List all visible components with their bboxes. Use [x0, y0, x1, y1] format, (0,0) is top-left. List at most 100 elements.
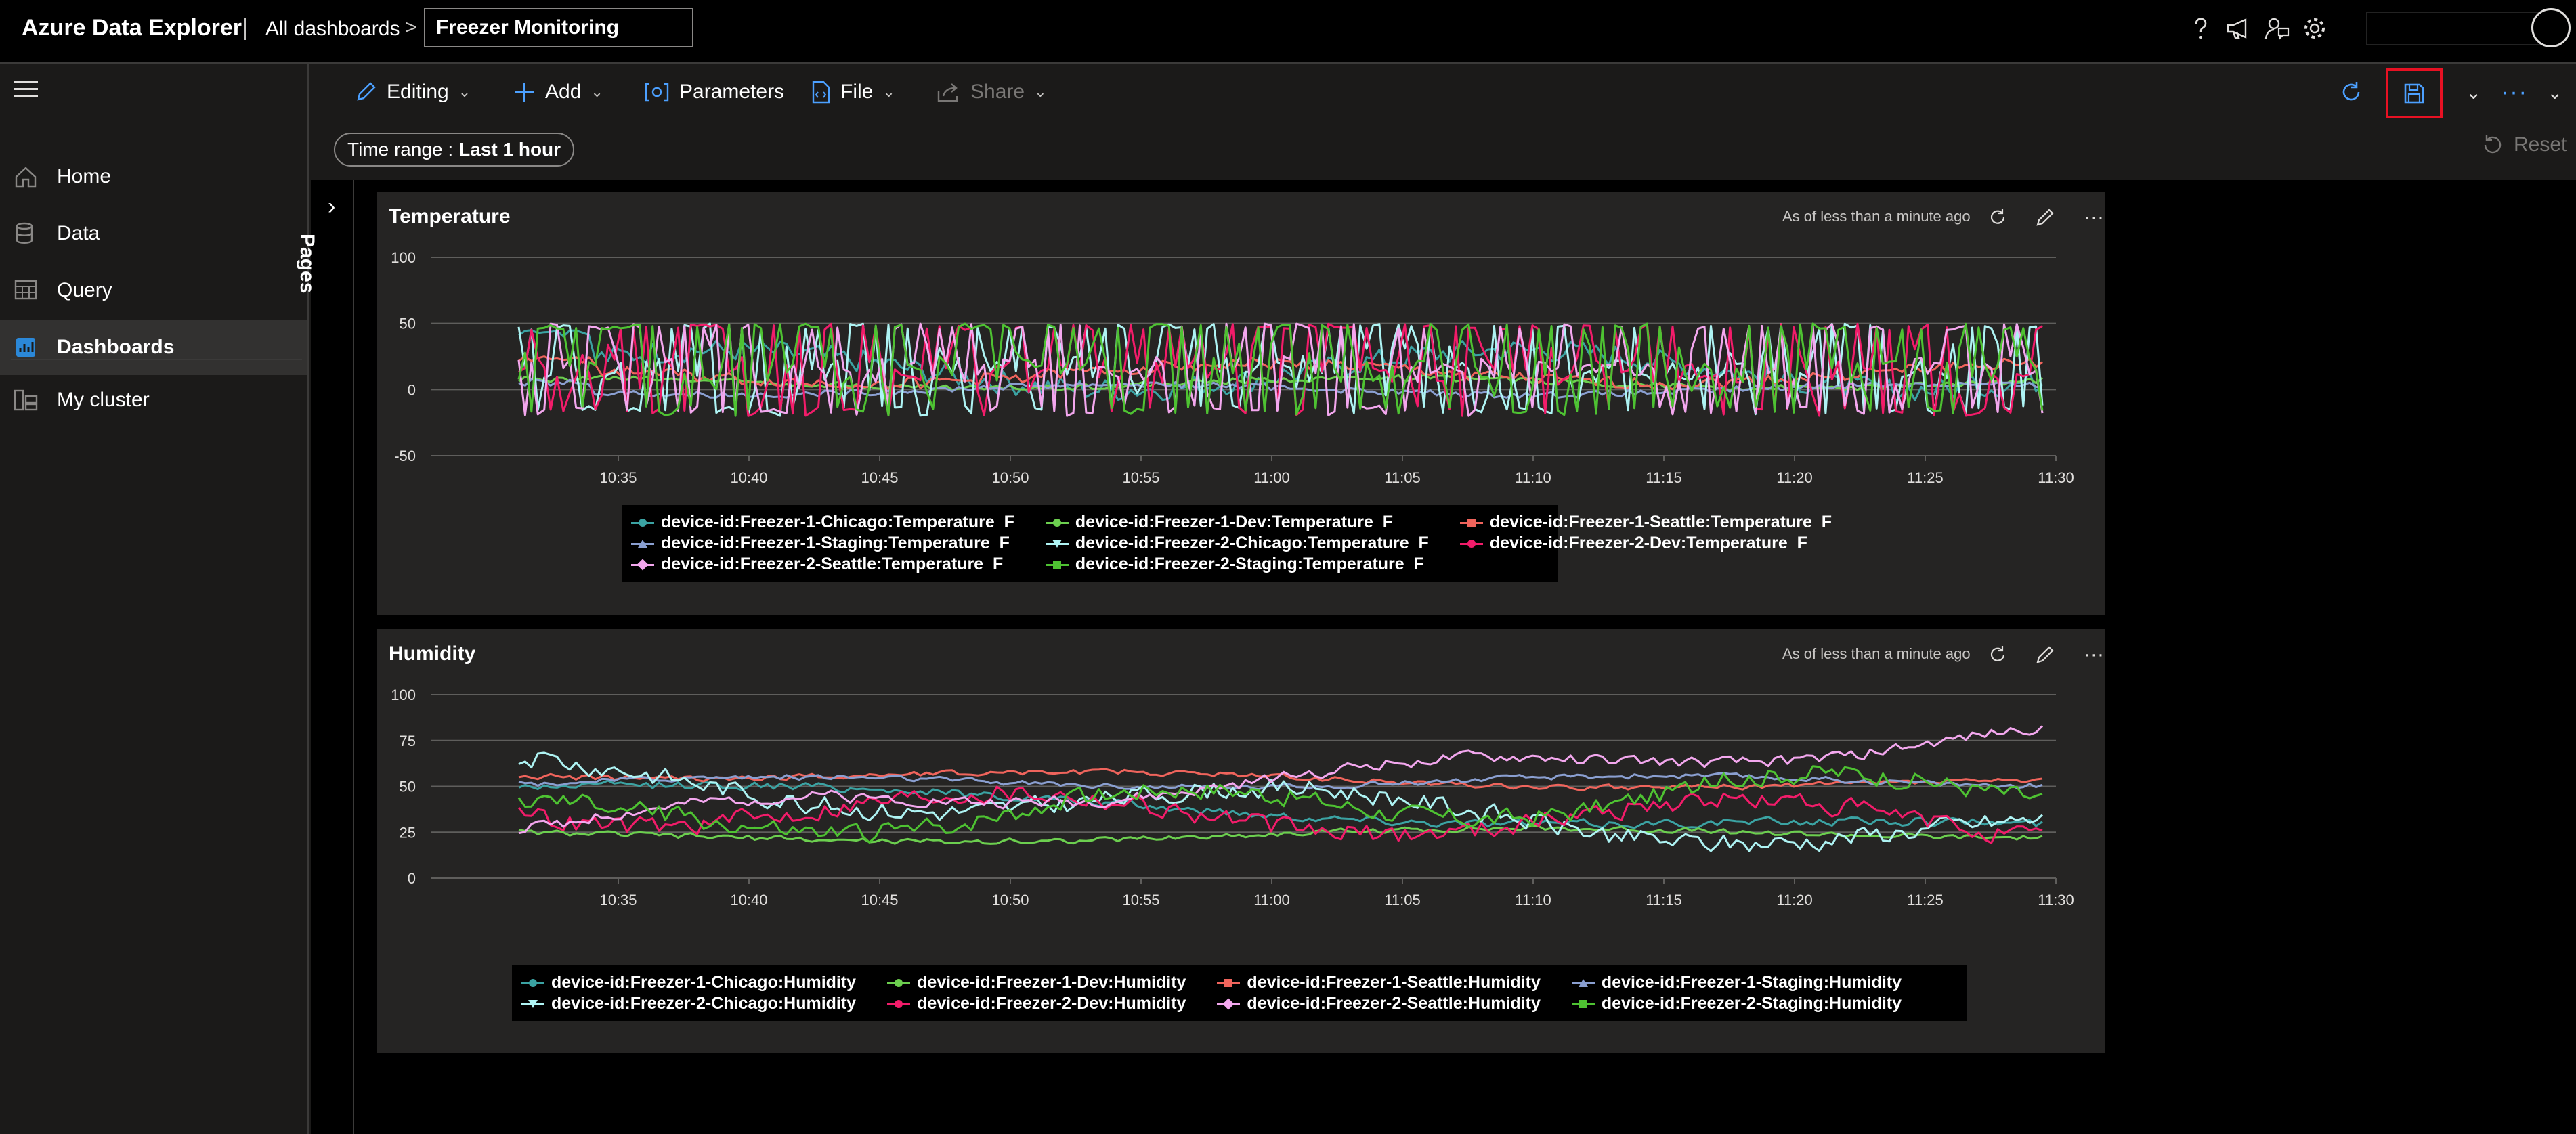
sidebar-item-home[interactable]: Home — [0, 149, 307, 204]
series-line — [517, 322, 2044, 417]
chevron-right-icon[interactable]: › — [328, 194, 336, 219]
x-tick-label: 10:50 — [991, 469, 1029, 486]
legend-item[interactable]: device-id:Freezer-2-Chicago:Temperature_… — [1045, 533, 1429, 554]
share-button[interactable]: Share ⌄ — [937, 76, 1047, 108]
legend-item[interactable]: device-id:Freezer-1-Staging:Temperature_… — [631, 533, 1014, 554]
series-line — [517, 785, 2043, 844]
chart-legend: device-id:Freezer-1-Chicago:Humidity devi… — [512, 965, 1967, 1021]
legend-marker-icon — [521, 997, 544, 1011]
help-icon[interactable] — [2182, 11, 2220, 46]
legend-item[interactable]: device-id:Freezer-1-Dev:Temperature_F — [1045, 512, 1429, 533]
brand-separator: | — [242, 15, 249, 41]
settings-icon[interactable] — [2296, 11, 2334, 46]
legend-marker-icon — [631, 537, 654, 550]
legend-item[interactable]: device-id:Freezer-1-Staging:Humidity — [1571, 972, 1902, 993]
sidebar-item-label: Data — [57, 222, 100, 244]
legend-label: device-id:Freezer-1-Seattle:Temperature_… — [1489, 513, 1832, 531]
legend-label: device-id:Freezer-1-Dev:Humidity — [917, 973, 1186, 992]
plus-icon — [513, 81, 536, 104]
series-line — [517, 765, 2043, 844]
legend-item[interactable]: device-id:Freezer-2-Dev:Temperature_F — [1459, 533, 1832, 554]
feedback-icon[interactable] — [2258, 11, 2296, 46]
reset-button[interactable]: Reset — [2480, 133, 2567, 157]
legend-label: device-id:Freezer-2-Seattle:Humidity — [1247, 994, 1541, 1013]
sidebar-item-dashboards[interactable]: Dashboards — [0, 320, 307, 375]
legend-label: device-id:Freezer-1-Staging:Humidity — [1601, 973, 1902, 992]
pages-pane-toggle[interactable] — [311, 180, 354, 1134]
file-icon — [811, 80, 831, 104]
y-tick-label: 0 — [408, 870, 416, 887]
y-tick-label: -50 — [394, 448, 416, 464]
avatar[interactable] — [2531, 8, 2571, 47]
legend-item[interactable]: device-id:Freezer-1-Seattle:Humidity — [1217, 972, 1541, 993]
humidity-tile: Humidity As of less than a minute ago ··… — [377, 629, 2105, 1053]
sidebar-item-query[interactable]: Query — [0, 263, 307, 318]
hamburger-menu-icon[interactable] — [14, 81, 38, 99]
legend-label: device-id:Freezer-2-Staging:Temperature_… — [1075, 554, 1424, 573]
legend-item[interactable]: device-id:Freezer-1-Dev:Humidity — [887, 972, 1186, 993]
legend-label: device-id:Freezer-1-Chicago:Humidity — [551, 973, 857, 992]
time-range-pill[interactable]: Time range : Last 1 hour — [334, 133, 575, 167]
time-range-label: Time range : — [347, 139, 454, 160]
refresh-icon[interactable] — [1984, 204, 2011, 231]
tile-more-icon[interactable]: ··· — [2084, 643, 2104, 666]
x-tick-label: 11:30 — [2038, 892, 2074, 909]
y-tick-label: 100 — [391, 249, 416, 266]
edit-tile-icon[interactable] — [2032, 204, 2059, 231]
reset-label: Reset — [2514, 133, 2567, 156]
refresh-button[interactable] — [2338, 76, 2374, 108]
legend-item[interactable]: device-id:Freezer-2-Seattle:Humidity — [1217, 993, 1541, 1014]
legend-item[interactable]: device-id:Freezer-2-Chicago:Humidity — [521, 993, 856, 1014]
legend-marker-icon — [1571, 997, 1595, 1011]
account-name-redacted[interactable] — [2366, 12, 2541, 45]
megaphone-icon[interactable] — [2220, 11, 2258, 46]
humidity-chart: 100 75 50 25 0 10:35 10:40 10:45 10:50 10:55 11:00… — [391, 686, 2074, 909]
legend-label: device-id:Freezer-2-Staging:Humidity — [1601, 994, 1902, 1013]
legend-item[interactable]: device-id:Freezer-1-Chicago:Temperature_… — [631, 512, 1014, 533]
pages-label[interactable]: Pages — [296, 234, 318, 294]
more-options-button[interactable]: ··· ⌄ — [2501, 76, 2562, 108]
legend-marker-icon — [1045, 558, 1069, 571]
sidebar-item-data[interactable]: Data — [0, 206, 307, 261]
series-line — [518, 322, 2043, 417]
x-tick-label: 10:35 — [599, 892, 637, 909]
save-options-chevron[interactable]: ⌄ — [2456, 76, 2481, 108]
legend-item[interactable]: device-id:Freezer-2-Dev:Humidity — [887, 993, 1186, 1014]
share-icon — [937, 81, 961, 103]
dashboards-icon — [16, 338, 35, 357]
legend-marker-icon — [1045, 537, 1069, 550]
sidebar-item-my-cluster[interactable]: My cluster — [0, 372, 307, 428]
legend-marker-icon — [1217, 997, 1241, 1011]
parameters-button[interactable]: Parameters — [644, 76, 784, 108]
breadcrumb-all-dashboards[interactable]: All dashboards — [265, 18, 400, 40]
temperature-chart: 100 50 0 -50 10:35 10:40 10:45 10:50 10:55 11:00 1… — [391, 249, 2074, 486]
tile-more-icon[interactable]: ··· — [2084, 206, 2104, 228]
chevron-down-icon: ⌄ — [2466, 81, 2482, 103]
x-tick-label: 11:05 — [1384, 469, 1420, 486]
legend-label: device-id:Freezer-2-Dev:Humidity — [917, 994, 1186, 1013]
dashboard-title-input[interactable] — [424, 8, 693, 47]
filter-bar: Time range : Last 1 hour — [311, 121, 2576, 180]
x-tick-label: 11:25 — [1907, 892, 1943, 909]
x-tick-label: 10:45 — [861, 892, 898, 909]
legend-marker-icon — [1045, 516, 1069, 529]
legend-item[interactable]: device-id:Freezer-2-Staging:Humidity — [1571, 993, 1902, 1014]
add-button[interactable]: Add ⌄ — [513, 76, 603, 108]
legend-marker-icon — [1459, 537, 1483, 550]
editing-mode-button[interactable]: Editing ⌄ — [354, 76, 471, 108]
chevron-down-icon: ⌄ — [591, 83, 603, 100]
legend-item[interactable]: device-id:Freezer-1-Seattle:Temperature_… — [1459, 512, 1832, 533]
legend-item[interactable]: device-id:Freezer-2-Seattle:Temperature_… — [631, 554, 1014, 575]
x-tick-label: 11:30 — [2038, 469, 2074, 486]
legend-item[interactable]: device-id:Freezer-1-Chicago:Humidity — [521, 972, 856, 993]
refresh-icon[interactable] — [1984, 641, 2011, 668]
series-line — [518, 725, 2044, 835]
save-button[interactable] — [2386, 68, 2443, 118]
file-button[interactable]: File ⌄ — [811, 76, 895, 108]
legend-item[interactable]: device-id:Freezer-2-Staging:Temperature_… — [1045, 554, 1429, 575]
edit-tile-icon[interactable] — [2032, 641, 2059, 668]
cluster-icon — [14, 389, 38, 411]
app-brand[interactable]: Azure Data Explorer — [22, 15, 242, 41]
series-line — [518, 779, 2043, 829]
reset-icon — [2484, 135, 2502, 154]
